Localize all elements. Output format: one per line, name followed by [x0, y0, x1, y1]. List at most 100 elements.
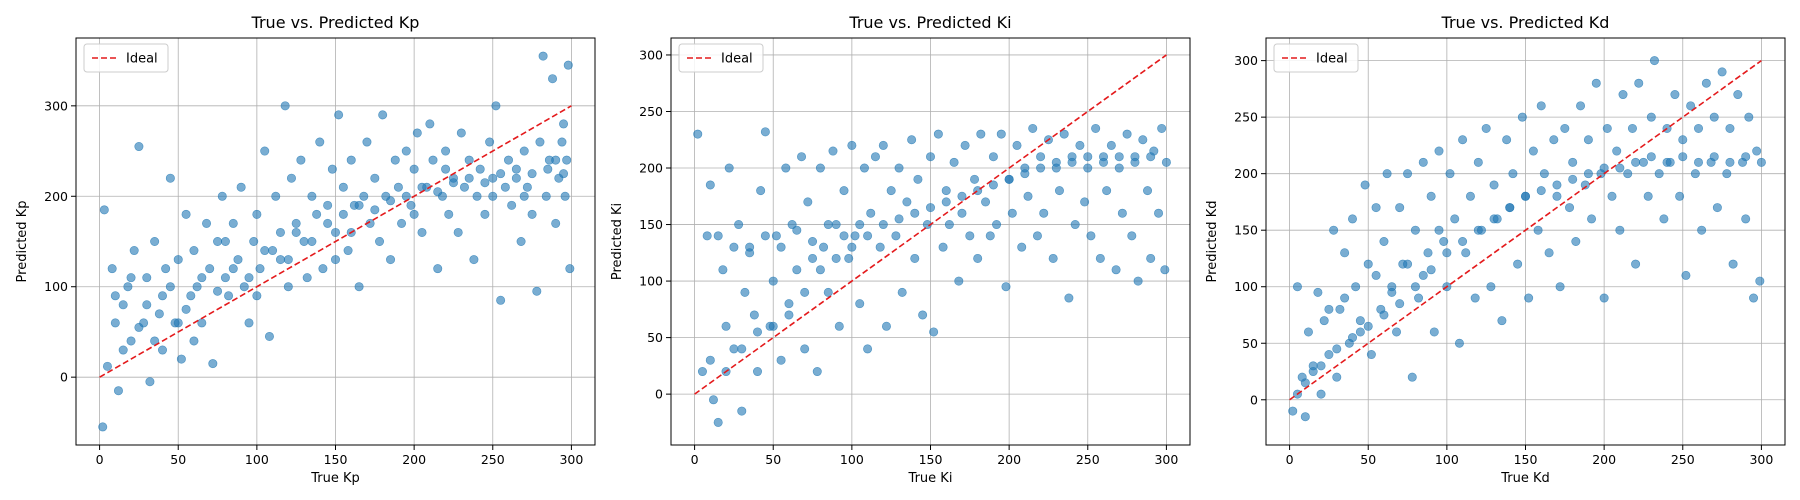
data-point — [941, 186, 951, 196]
x-tick-label: 0 — [1286, 452, 1294, 467]
data-point — [1587, 214, 1597, 224]
data-point — [464, 155, 474, 165]
data-point — [417, 182, 427, 192]
data-point — [944, 220, 954, 230]
data-point — [268, 246, 278, 256]
x-axis-label: True Kd — [1500, 471, 1550, 486]
data-point — [393, 182, 403, 192]
x-tick-label: 0 — [96, 452, 104, 467]
data-point — [330, 255, 340, 265]
data-point — [522, 182, 532, 192]
data-point — [469, 255, 479, 265]
data-point — [362, 137, 372, 147]
data-point — [271, 191, 281, 201]
data-point — [1612, 146, 1622, 156]
data-point — [1379, 237, 1389, 247]
data-point — [1348, 333, 1358, 343]
x-tick-label: 150 — [1514, 452, 1538, 467]
data-point — [228, 264, 238, 274]
data-point — [740, 287, 750, 297]
data-point — [834, 321, 844, 331]
data-point — [1568, 157, 1578, 167]
data-point — [1694, 157, 1704, 167]
data-point — [859, 163, 869, 173]
data-point — [1392, 327, 1402, 337]
data-point — [1434, 146, 1444, 156]
data-point — [503, 155, 513, 165]
data-point — [1157, 123, 1167, 133]
data-point — [562, 155, 572, 165]
data-point — [519, 146, 529, 156]
data-point — [110, 291, 120, 301]
data-point — [255, 264, 265, 274]
data-point — [1513, 259, 1523, 269]
data-point — [1583, 135, 1593, 145]
data-point — [1717, 67, 1727, 77]
x-tick-label: 0 — [691, 452, 699, 467]
data-point — [949, 157, 959, 167]
data-point — [844, 253, 854, 263]
data-point — [220, 273, 230, 283]
data-point — [1678, 152, 1688, 162]
data-point — [1521, 191, 1531, 201]
data-point — [815, 163, 825, 173]
data-point — [323, 218, 333, 228]
data-point — [1064, 293, 1074, 303]
data-point — [863, 344, 873, 354]
data-point — [1316, 361, 1326, 371]
data-point — [996, 129, 1006, 139]
data-point — [768, 276, 778, 286]
data-point — [819, 242, 829, 252]
data-point — [158, 291, 168, 301]
data-point — [1489, 180, 1499, 190]
data-point — [729, 242, 739, 252]
data-point — [519, 191, 529, 201]
data-point — [1410, 225, 1420, 235]
data-point — [488, 173, 498, 183]
data-point — [491, 101, 501, 111]
data-point — [224, 291, 234, 301]
data-point — [1051, 157, 1061, 167]
data-point — [173, 318, 183, 328]
data-point — [1414, 293, 1424, 303]
ideal-line — [1289, 59, 1762, 401]
y-tick-label: 200 — [44, 189, 68, 204]
data-point — [1348, 214, 1358, 224]
data-point — [370, 173, 380, 183]
data-point — [718, 265, 728, 275]
data-point — [1106, 140, 1116, 150]
data-point — [197, 273, 207, 283]
data-point — [781, 163, 791, 173]
data-point — [870, 152, 880, 162]
data-point — [1366, 350, 1376, 360]
x-axis-label: True Ki — [908, 471, 953, 486]
data-point — [1533, 225, 1543, 235]
data-point — [441, 146, 451, 156]
data-point — [1701, 78, 1711, 88]
data-point — [1114, 163, 1124, 173]
data-point — [343, 246, 353, 256]
data-point — [551, 155, 561, 165]
data-point — [1725, 157, 1735, 167]
data-point — [1360, 180, 1370, 190]
data-point — [910, 208, 920, 218]
data-point — [1539, 169, 1549, 179]
y-tick-label: 250 — [1234, 110, 1258, 125]
x-tick-label: 150 — [324, 452, 348, 467]
data-point — [1497, 316, 1507, 326]
data-point — [705, 355, 715, 365]
data-point — [409, 164, 419, 174]
data-point — [1712, 203, 1722, 213]
data-point — [808, 237, 818, 247]
data-point — [1300, 378, 1310, 388]
data-point — [985, 231, 995, 241]
data-point — [1517, 112, 1527, 122]
data-point — [390, 155, 400, 165]
data-point — [1067, 157, 1077, 167]
data-point — [1083, 152, 1093, 162]
data-point — [800, 287, 810, 297]
data-point — [205, 264, 215, 274]
data-point — [960, 140, 970, 150]
data-point — [459, 182, 469, 192]
data-point — [1722, 169, 1732, 179]
